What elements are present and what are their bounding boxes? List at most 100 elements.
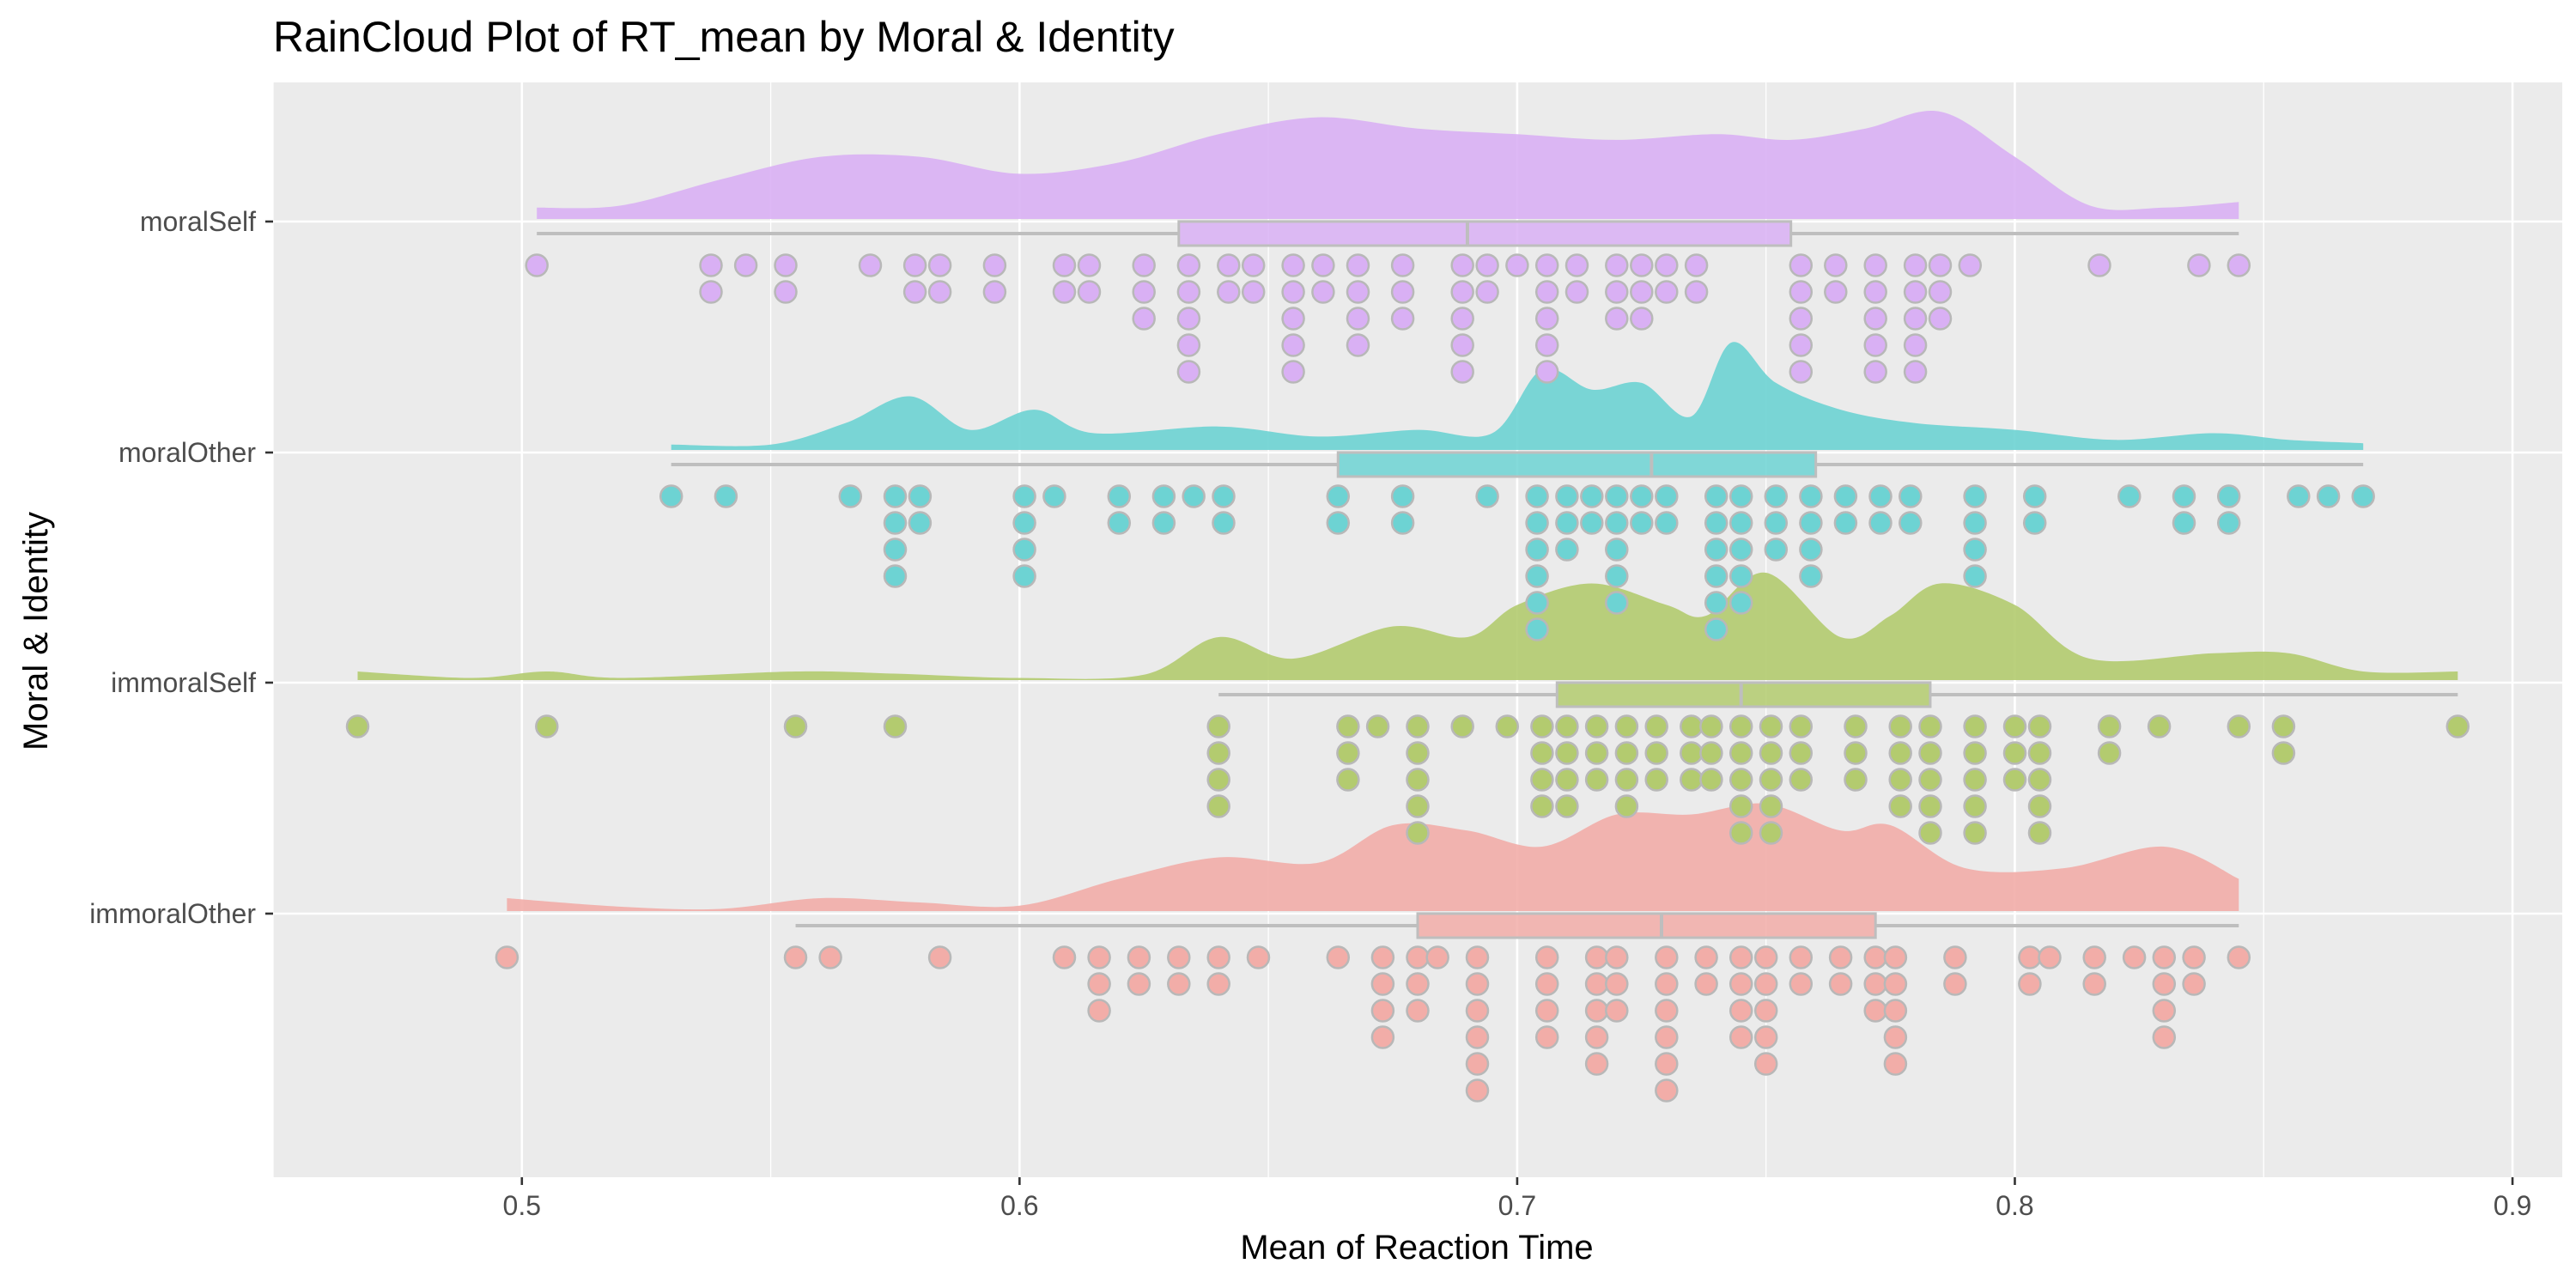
rain-point-immoralSelf [2097,741,2122,765]
rain-point-immoralSelf [1555,714,1579,738]
rain-point-moralSelf [1052,253,1077,277]
rain-point-immoralOther [1655,1025,1679,1049]
rain-point-moralOther [1728,511,1753,535]
rain-point-immoralSelf [1789,714,1814,738]
rain-point-immoralOther [1605,972,1629,996]
rain-point-immoralSelf [1644,714,1668,738]
rain-point-moralOther [1605,591,1629,615]
rain-point-moralSelf [733,253,758,277]
rain-point-moralOther [1525,538,1549,562]
box-iqr-immoralOther [1416,912,1877,939]
rain-point-immoralSelf [1644,741,1668,765]
rain-point-moralSelf [1241,280,1266,304]
rain-point-immoralOther [1655,972,1679,996]
rain-point-immoralSelf [1789,741,1814,765]
rain-point-moralOther [1655,484,1679,508]
rain-point-immoralOther [1406,999,1430,1023]
density-cloud-immoralOther [507,803,2239,911]
rain-point-immoralSelf [2147,714,2172,738]
rain-point-moralOther [1704,564,1728,588]
rain-point-moralSelf [1346,280,1370,304]
rain-point-moralOther [1799,511,1823,535]
density-cloud-moralSelf [537,111,2239,219]
rain-point-moralOther [838,484,863,508]
rain-point-immoralSelf [1680,768,1704,792]
rain-point-immoralOther [1883,999,1908,1023]
rain-point-moralSelf [1390,307,1415,331]
rain-point-moralSelf [927,280,952,304]
rain-point-moralOther [1799,564,1823,588]
rain-point-moralSelf [1505,253,1529,277]
chart-title: RainCloud Plot of RT_mean by Moral & Ide… [273,13,1175,61]
rain-point-immoralSelf [1614,768,1639,792]
rain-point-moralSelf [1863,307,1887,331]
rain-point-immoralOther [1883,972,1908,996]
x-tick-label: 0.5 [503,1190,541,1221]
rain-point-moralOther [2287,484,2311,508]
rain-point-immoralSelf [2271,741,2296,765]
rain-point-immoralOther [1694,945,1718,969]
rain-point-immoralSelf [1918,741,1942,765]
rain-point-moralOther [1963,538,1987,562]
rain-point-immoralSelf [1584,768,1609,792]
rain-point-moralSelf [1564,253,1589,277]
rain-point-moralSelf [1630,253,1654,277]
rain-point-immoralOther [1465,999,1490,1023]
rain-point-immoralSelf [1699,768,1723,792]
rain-point-moralOther [1833,484,1858,508]
rain-point-immoralOther [1370,945,1395,969]
rain-point-immoralSelf [1555,741,1579,765]
rain-point-immoralSelf [1406,821,1430,845]
rain-point-immoralOther [1127,972,1151,996]
rain-point-immoralSelf [1963,768,1987,792]
rain-point-immoralSelf [1963,821,1987,845]
rain-point-immoralOther [2152,972,2177,996]
rain-point-moralOther [2216,511,2241,535]
rain-point-immoralSelf [1555,768,1579,792]
rain-point-moralOther [1605,538,1629,562]
rain-point-moralSelf [902,253,927,277]
rain-point-immoralSelf [1759,768,1783,792]
rain-point-immoralSelf [1963,794,1987,818]
rain-point-moralSelf [774,280,798,304]
rain-point-moralSelf [1346,307,1370,331]
rain-point-moralOther [1525,564,1549,588]
rain-point-moralOther [1728,484,1753,508]
rain-point-immoralOther [2018,972,2042,996]
rain-point-moralSelf [1241,253,1266,277]
rain-point-moralOther [1655,511,1679,535]
rain-point-moralOther [883,538,908,562]
rain-point-immoralOther [1605,999,1629,1023]
rain-point-immoralOther [1828,945,1853,969]
rain-point-moralSelf [1863,333,1887,357]
rain-point-immoralOther [1605,945,1629,969]
rain-point-immoralSelf [1759,821,1783,845]
rain-point-immoralSelf [1728,714,1753,738]
rain-point-moralOther [2216,484,2241,508]
rain-point-moralOther [1555,511,1579,535]
rain-point-immoralSelf [1888,794,1912,818]
rain-point-immoralOther [1753,1052,1778,1076]
rain-point-moralSelf [902,280,927,304]
rain-point-moralSelf [1534,360,1559,384]
rain-point-immoralOther [1584,1025,1609,1049]
rain-point-moralSelf [1346,333,1370,357]
rain-point-moralOther [883,484,908,508]
rain-point-moralOther [1212,484,1236,508]
rain-point-immoralSelf [1530,741,1554,765]
rain-point-immoralOther [1863,999,1887,1023]
rain-point-moralSelf [1928,307,1953,331]
rain-point-moralSelf [1534,253,1559,277]
density-cloud-immoralSelf [357,572,2458,680]
rain-point-moralOther [1555,538,1579,562]
rain-point-moralSelf [1605,280,1629,304]
rain-point-immoralSelf [2027,794,2052,818]
rain-point-immoralOther [1655,1078,1679,1103]
density-cloud-moralOther [671,342,2364,450]
rain-point-immoralSelf [2027,714,2052,738]
rain-point-moralSelf [1684,253,1709,277]
rain-point-immoralSelf [2227,714,2251,738]
rain-point-moralOther [1704,617,1728,641]
rain-point-immoralOther [2152,1025,2177,1049]
x-axis: 0.5 0.6 0.7 0.8 0.9 [503,1177,2531,1221]
